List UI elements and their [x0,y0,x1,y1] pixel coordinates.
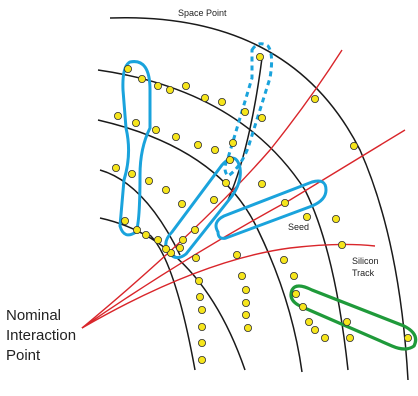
particle-track-3 [81,243,376,329]
detector-layer-2 [99,217,246,371]
seed-label: Seed [288,222,309,232]
space-point [181,82,190,91]
space-point [209,195,218,204]
space-point [161,185,170,194]
space-point [217,98,226,107]
space-point [337,240,346,249]
space-point [197,355,206,364]
space-point [132,225,141,234]
seed-center-diagonal [164,156,242,259]
space-point [153,235,162,244]
space-point [153,82,162,91]
nominal-label-line3: Point [6,347,41,364]
space-point [289,271,298,280]
space-point [121,216,130,225]
space-point [165,86,174,95]
space-point [302,212,311,221]
space-point [280,198,289,207]
silicon-track-label-line2: Track [352,268,375,278]
detector-layer-3 [97,119,303,373]
space-point [257,179,266,188]
space-point [225,155,234,164]
nominal-interaction-point-label: Nominal Interaction Point [6,307,80,364]
space-point [241,285,250,294]
silicon-track-label: Silicon Track [352,256,381,278]
space-point [191,253,200,262]
space-point [161,244,170,253]
space-point [194,276,203,285]
detector-layer-5 [109,17,409,381]
particle-track-1 [81,129,406,329]
detector-layer-4 [97,69,349,371]
space-point [304,317,313,326]
space-point [171,132,180,141]
space-point [257,114,266,123]
space-point [342,317,351,326]
space-point [345,333,354,342]
space-point [131,119,140,128]
detector-layer-inner-b [227,57,263,201]
seed-right-diagonal [214,179,328,240]
space-point [349,141,358,150]
space-point [114,112,123,121]
silicon-track-outline [289,284,418,351]
space-point [178,235,187,244]
space-point [112,163,121,172]
detector-layer-1 [99,169,181,256]
space-point-label: Space Point [178,8,227,18]
particle-tracks [81,49,406,329]
space-point [141,230,150,239]
space-point [144,176,153,185]
space-point [210,145,219,154]
space-point [190,225,199,234]
space-point [241,298,250,307]
space-point [310,325,319,334]
nominal-label-line1: Nominal [6,307,61,324]
space-point [237,271,246,280]
space-point [279,255,288,264]
space-point [127,169,136,178]
space-point [197,322,206,331]
space-point [255,53,264,62]
space-point [221,178,230,187]
silicon-track-label-line1: Silicon [352,256,379,266]
space-point [197,305,206,314]
space-points [112,53,412,364]
space-point [197,338,206,347]
space-point [200,94,209,103]
space-point [320,333,329,342]
particle-track-2 [81,49,343,329]
space-point [310,95,319,104]
space-point [228,138,237,147]
space-point [195,292,204,301]
space-point [193,140,202,149]
space-point [175,243,184,252]
space-point [240,108,249,117]
space-point [241,310,250,319]
space-point [177,199,186,208]
space-point [124,65,133,74]
detector-layers [97,17,409,381]
space-point [232,250,241,259]
space-point [243,323,252,332]
space-point [137,75,146,84]
seed-left-vertical [118,60,152,237]
nominal-label-line2: Interaction [6,327,76,344]
space-point [151,126,160,135]
space-point [403,333,412,342]
space-point [291,289,300,298]
space-point [298,302,307,311]
space-point [331,214,340,223]
